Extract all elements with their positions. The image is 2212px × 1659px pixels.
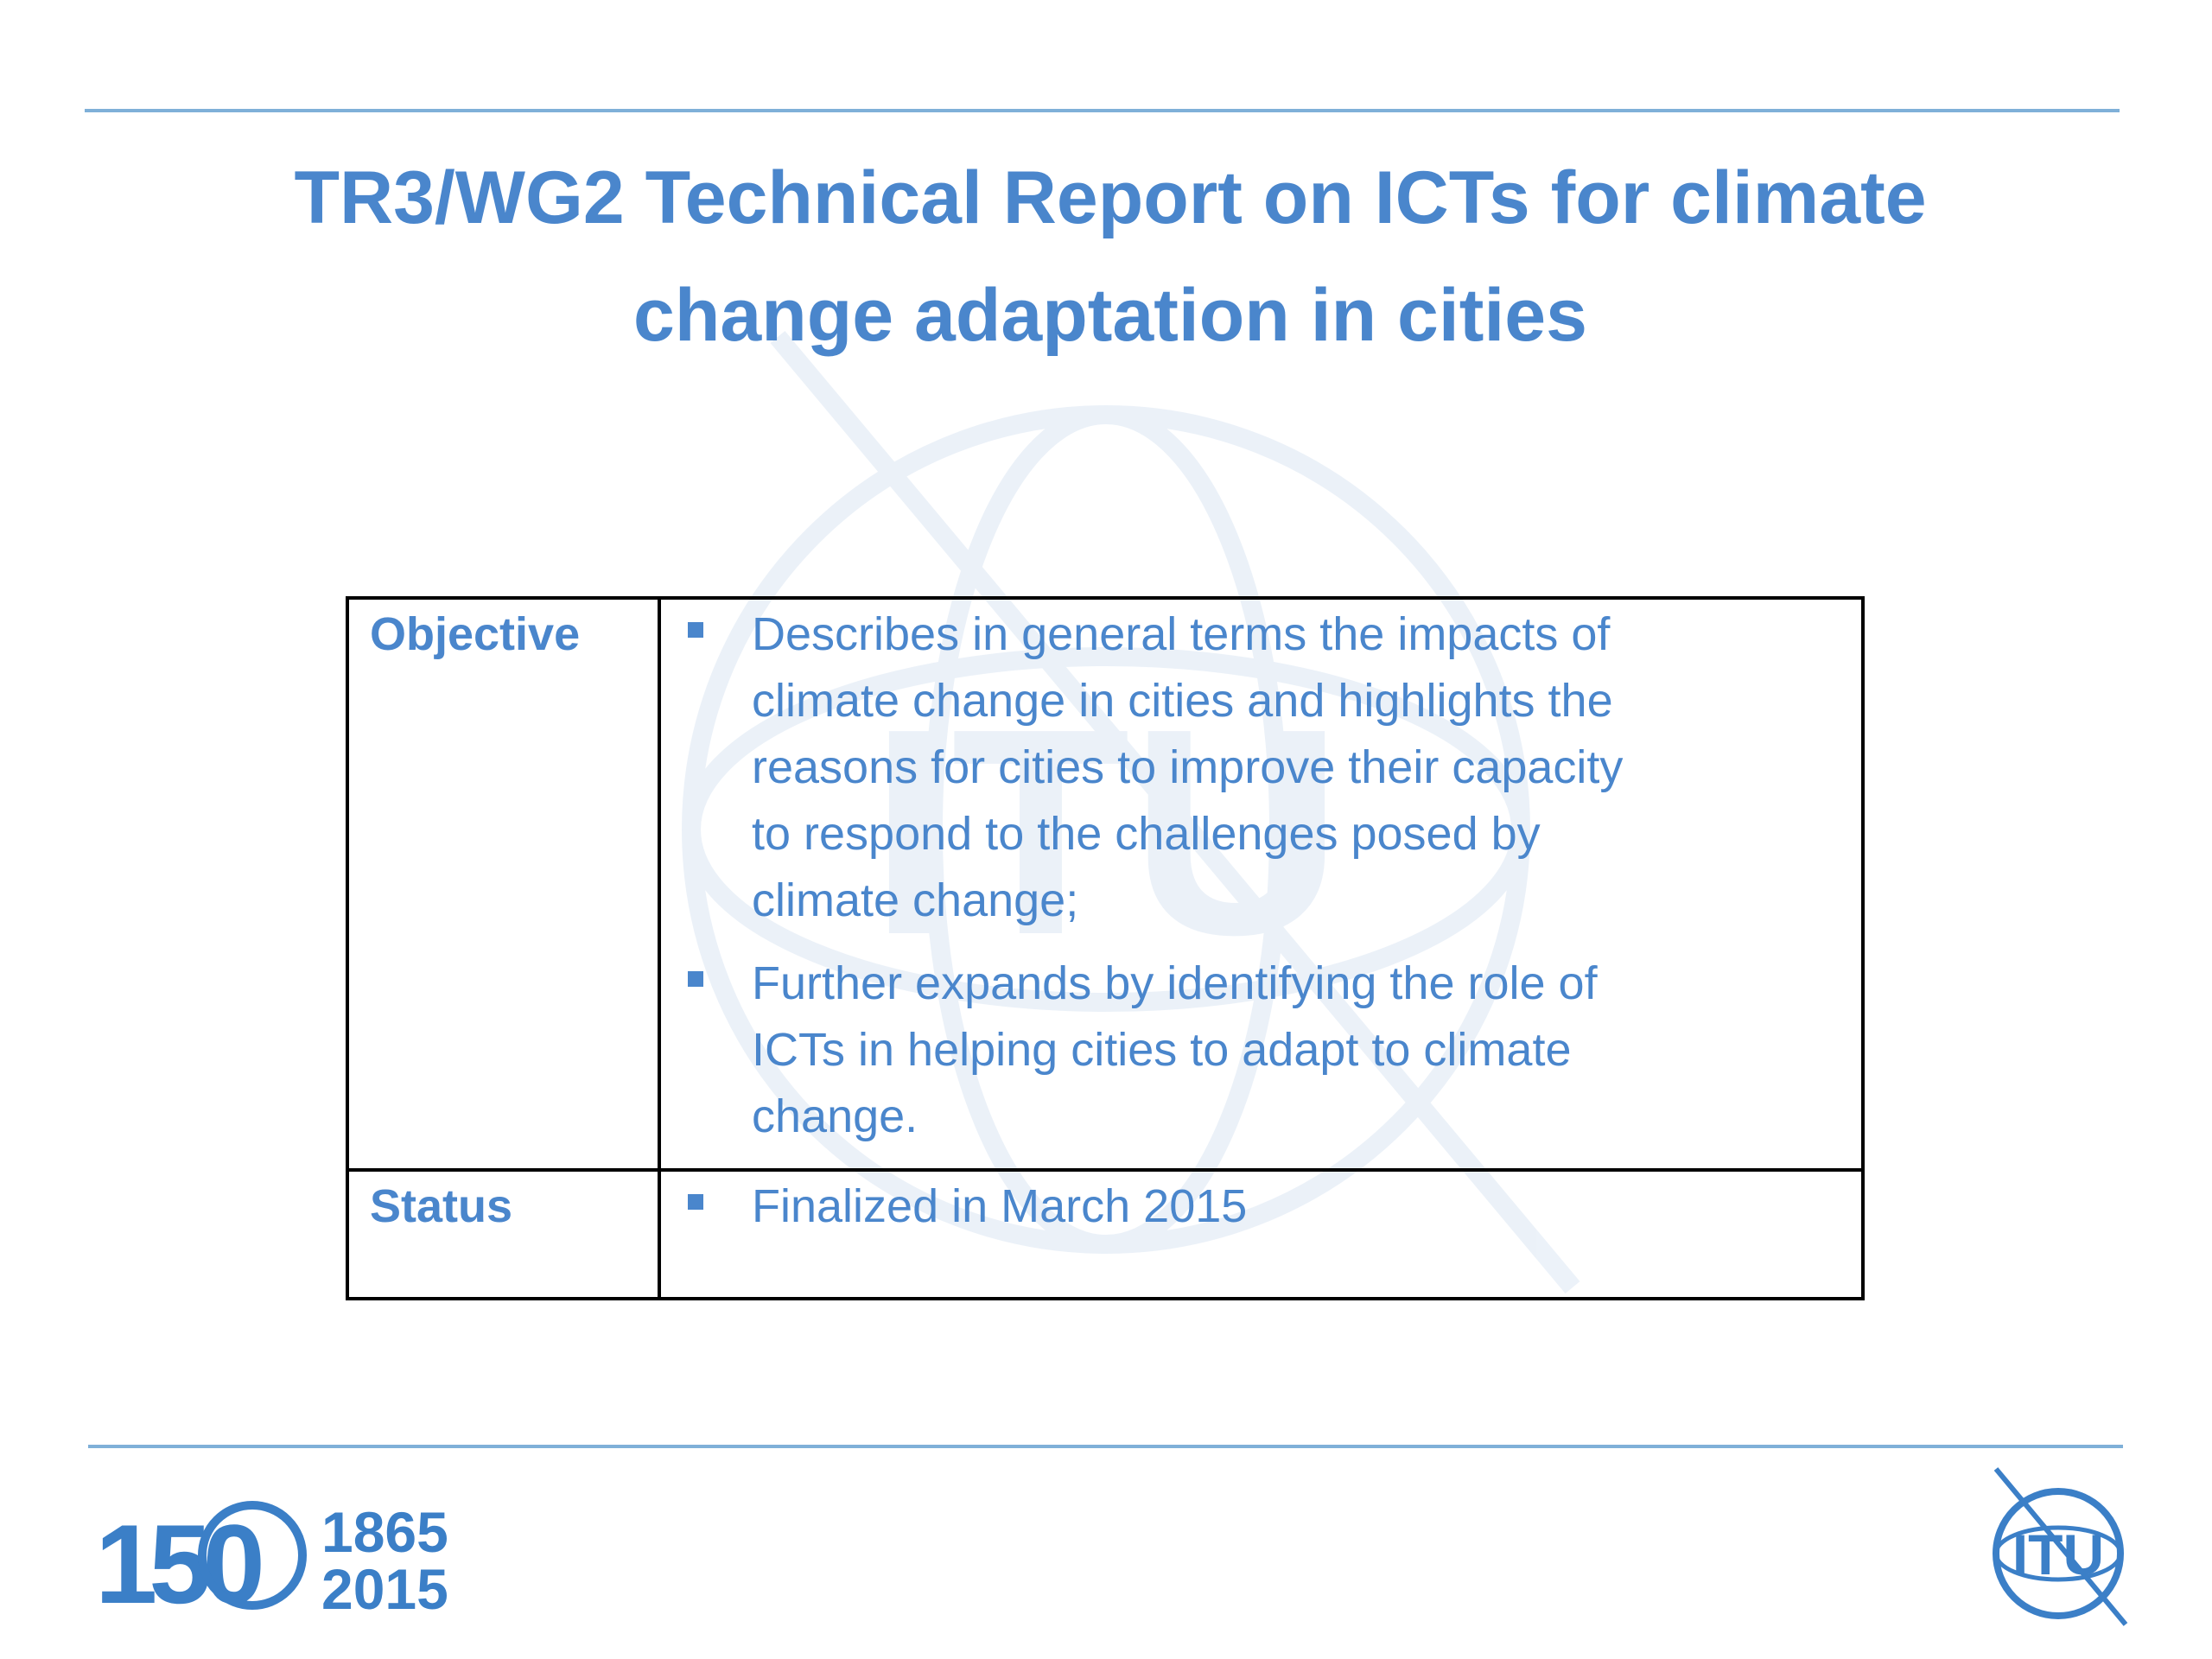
logo-globe	[198, 1501, 307, 1610]
table: Objective Describes in general terms the …	[346, 596, 1865, 1300]
bullet-line: Finalized in March 2015	[752, 1180, 1247, 1232]
bullet-line: reasons for cities to improve their capa…	[752, 741, 1623, 793]
bullet-line: climate change;	[752, 874, 1078, 926]
title: TR3/WG2 Technical Report on ICTs for cli…	[294, 156, 1926, 357]
bullet-line: Further expands by identifying the role …	[752, 957, 1599, 1009]
title-line: change adaptation in cities	[633, 274, 1587, 357]
table-border	[346, 596, 1865, 1300]
bullet-marker	[688, 971, 703, 987]
anniversary-number: 150	[95, 1501, 261, 1627]
year-start: 1865	[321, 1500, 448, 1564]
itu-logo: ITU	[1993, 1467, 2128, 1626]
svg-text:ITU: ITU	[869, 668, 1343, 996]
bullet-line: ICTs in helping cities to adapt to clima…	[752, 1024, 1571, 1076]
row-label: Objective	[370, 608, 580, 660]
bullet-line: change.	[752, 1090, 918, 1142]
bullet-line: climate change in cities and highlights …	[752, 675, 1613, 727]
year-end: 2015	[321, 1557, 448, 1621]
logo-text: ITU	[2012, 1522, 2104, 1586]
bullet-marker	[688, 1194, 703, 1210]
watermark: ITU	[682, 330, 1580, 1294]
bullet-line: to respond to the challenges posed by	[752, 808, 1541, 860]
bullet-marker	[688, 622, 703, 638]
anniversary-logo: 150 1865 2015	[95, 1500, 448, 1627]
title-line: TR3/WG2 Technical Report on ICTs for cli…	[294, 156, 1926, 239]
row-label: Status	[370, 1180, 512, 1232]
bullet-line: Describes in general terms the impacts o…	[752, 608, 1611, 660]
